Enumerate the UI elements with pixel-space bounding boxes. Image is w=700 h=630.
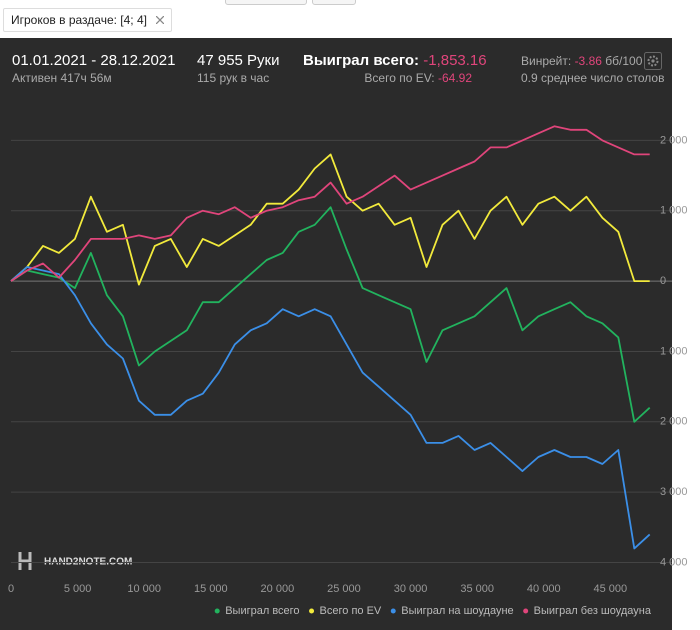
y-tick-label: 3 000 [660, 486, 688, 498]
winrate-label: Винрейт: [521, 54, 572, 68]
filter-tag[interactable]: Игроков в раздаче: [4; 4] [3, 8, 172, 32]
winrate: Винрейт: -3.86 бб/100 [521, 54, 642, 68]
legend-swatch [390, 608, 396, 614]
x-tick-label: 30 000 [394, 583, 428, 595]
legend-swatch [523, 608, 529, 614]
ev-value: -64.92 [437, 71, 472, 85]
active-time: Активен 417ч 56м [12, 71, 112, 85]
tables: 0.9 среднее число столов [521, 71, 665, 85]
winrate-unit: бб/100 [605, 54, 643, 68]
ev-label: Всего по EV: [364, 71, 435, 85]
y-tick-label: 2 000 [660, 134, 688, 146]
x-tick-label: 45 000 [594, 583, 628, 595]
x-tick-label: 15 000 [194, 583, 228, 595]
y-tick-label: 1 000 [660, 205, 688, 217]
close-icon[interactable] [155, 16, 164, 24]
legend-label: Выиграл всего [225, 605, 299, 617]
x-tick-label: 5 000 [64, 583, 92, 595]
button[interactable] [225, 0, 307, 5]
stats-panel: 01.01.2021 - 28.12.2021 Активен 417ч 56м… [0, 38, 672, 630]
winrate-value: -3.86 [574, 54, 602, 68]
x-tick-label: 20 000 [261, 583, 295, 595]
x-tick-label: 35 000 [460, 583, 494, 595]
hands-per-hour: 115 рук в час [197, 71, 270, 85]
hands: 47 955 Руки [197, 52, 280, 69]
x-tick-label: 25 000 [327, 583, 361, 595]
series-line [10, 153, 650, 286]
legend: Выиграл без шоудауна Выиграл на шоудауне В… [214, 605, 652, 617]
won-label: Выиграл всего: [303, 52, 420, 69]
button[interactable] [312, 0, 356, 5]
ev: Всего по EV: -64.92 [364, 71, 472, 85]
legend-label: Выиграл без шоудауна [534, 605, 652, 617]
legend-label: Выиграл на шоудауне [401, 605, 513, 617]
x-tick-label: 0 [8, 583, 14, 595]
watermark: HAND2NOTE.COM [18, 552, 132, 570]
series-line [10, 206, 651, 423]
y-tick-label: 2 000 [660, 416, 688, 428]
y-tick-label: 1 000 [660, 345, 688, 357]
series-line [10, 266, 651, 550]
filter-label: Игроков в раздаче: [4; 4] [11, 13, 147, 27]
legend-swatch [309, 608, 315, 614]
x-tick-label: 40 000 [527, 583, 561, 595]
legend-label: Всего по EV [320, 605, 382, 617]
dates: 01.01.2021 - 28.12.2021 [12, 52, 176, 69]
won: Выиграл всего: -1,853.16 [303, 52, 487, 69]
settings-icon[interactable] [644, 52, 662, 70]
y-tick-label: 0 [660, 275, 666, 287]
series-line [10, 125, 650, 282]
legend-swatch [214, 608, 220, 614]
x-tick-label: 10 000 [127, 583, 161, 595]
won-value: -1,853.16 [423, 52, 487, 69]
y-tick-label: 4 000 [660, 556, 688, 568]
